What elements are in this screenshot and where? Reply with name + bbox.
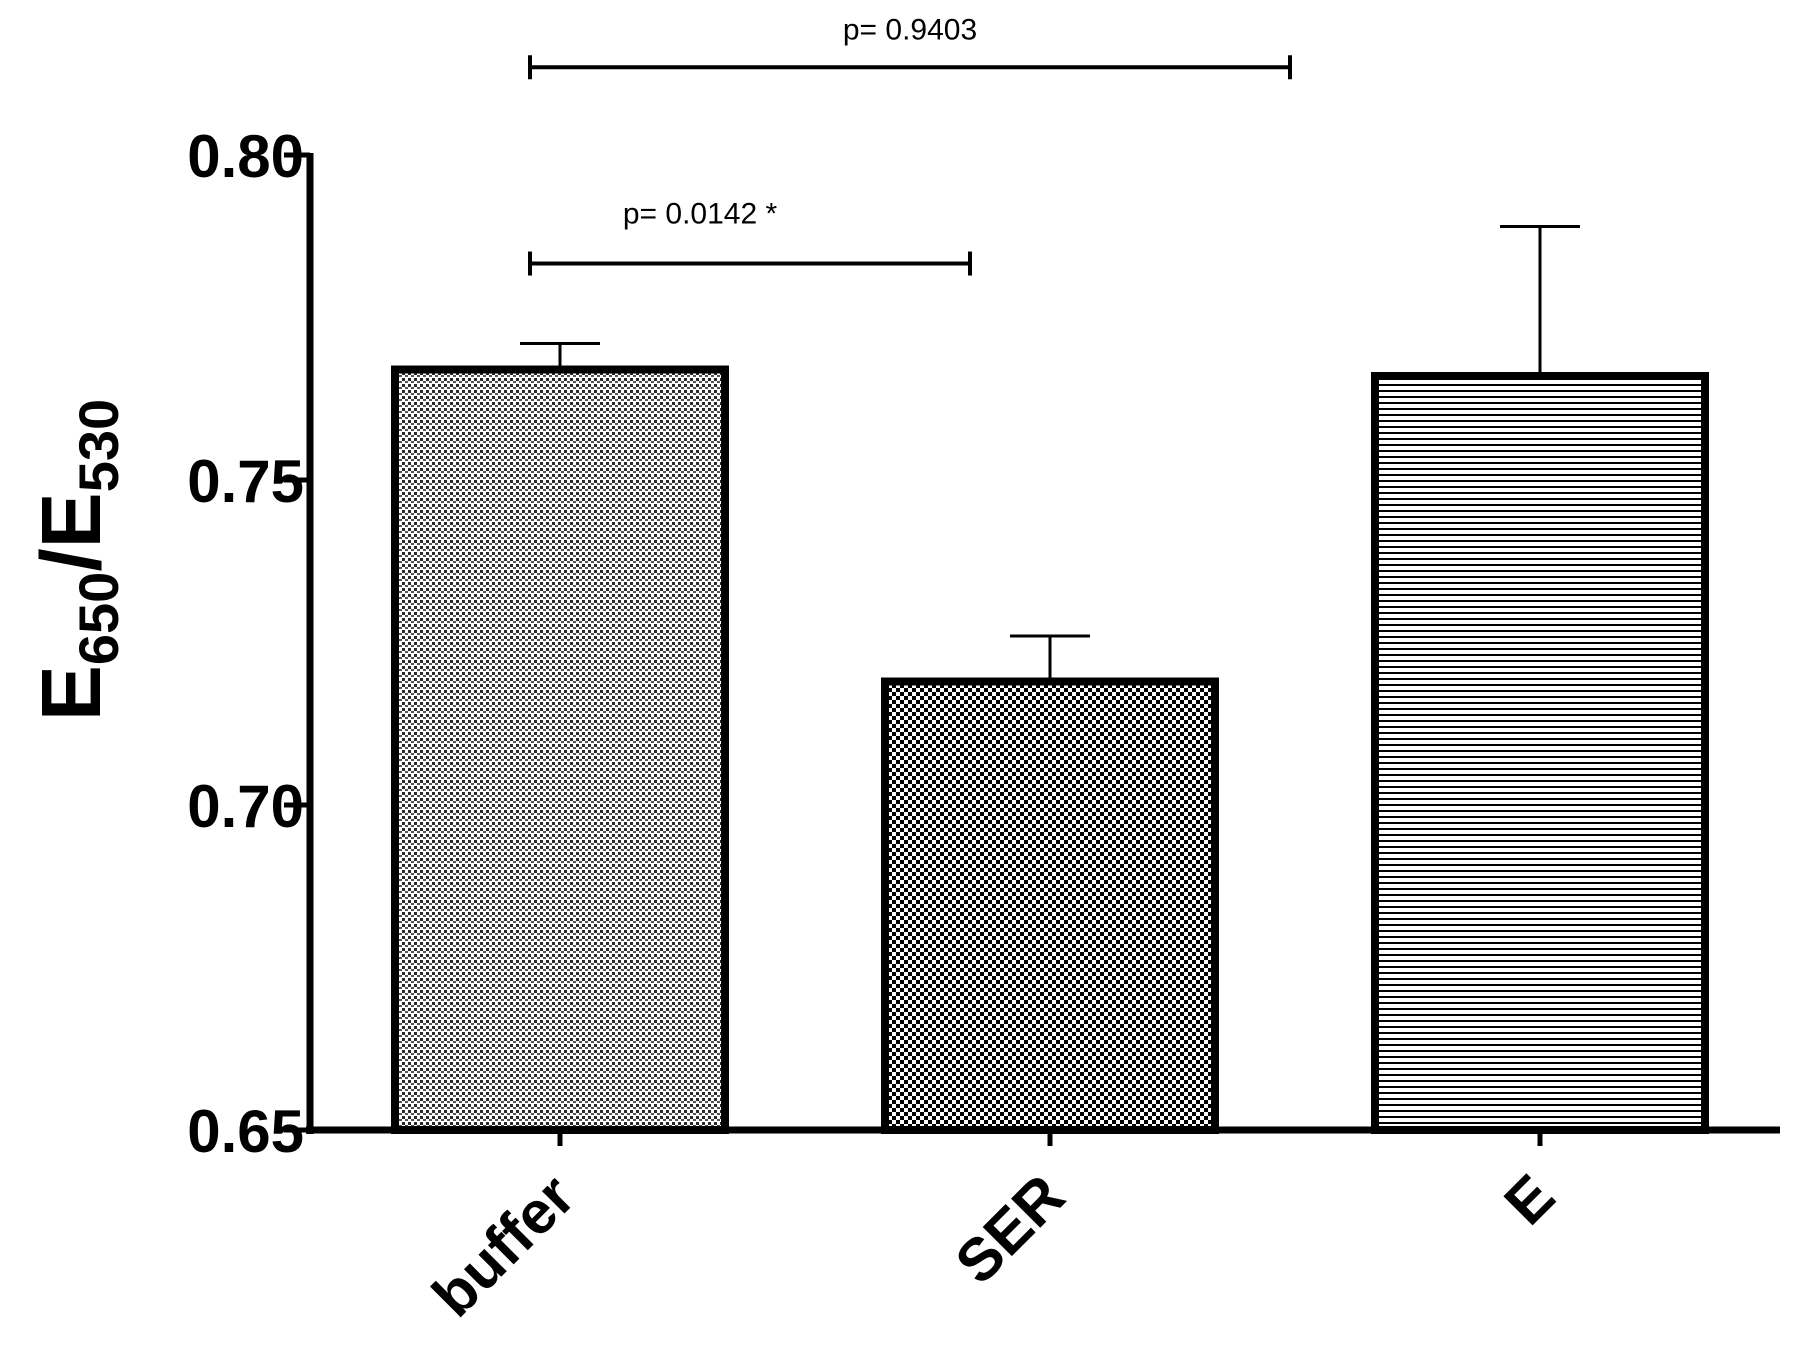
comparison-label: p= 0.9403 bbox=[843, 13, 977, 46]
x-tick-label-buffer: buffer bbox=[420, 1162, 588, 1330]
y-tick-label: 0.70 bbox=[187, 773, 304, 840]
y-axis-label-sub2: 530 bbox=[67, 399, 130, 492]
y-tick-label: 0.65 bbox=[187, 1098, 304, 1165]
y-tick-label: 0.80 bbox=[187, 123, 304, 190]
y-axis-label-sep: /E bbox=[24, 492, 118, 571]
bar-buffer bbox=[391, 365, 729, 1134]
bar-ser bbox=[881, 677, 1219, 1134]
x-tick-label-e: E bbox=[1492, 1162, 1568, 1238]
comparison-label: p= 0.0142 * bbox=[623, 198, 778, 231]
y-tick-label: 0.75 bbox=[187, 448, 304, 515]
y-axis-label-sub1: 650 bbox=[67, 572, 130, 665]
y-axis-label-main: E bbox=[24, 665, 118, 721]
x-tick-label-ser: SER bbox=[943, 1162, 1078, 1297]
bar-e bbox=[1371, 372, 1709, 1134]
plot-area: 0.65 0.70 0.75 0.80 buffer SER Ep= 0.0142 * p= … bbox=[187, 13, 1780, 1329]
y-axis-label: E650/E530 bbox=[24, 399, 130, 721]
